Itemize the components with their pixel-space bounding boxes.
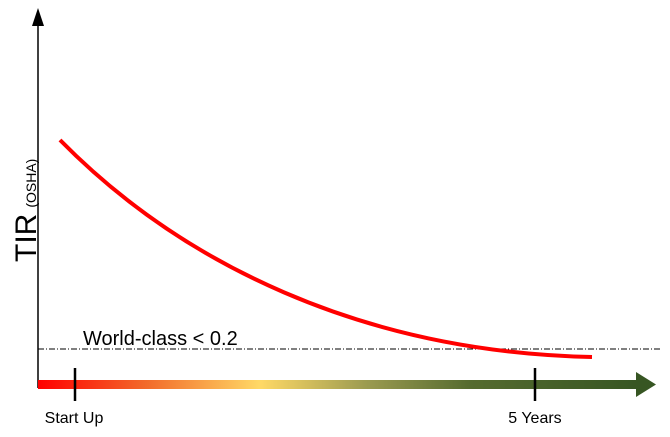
threshold-label: World-class < 0.2 <box>83 328 238 350</box>
y-axis-title: TIR (OSHA) <box>10 159 43 262</box>
y-axis-arrow <box>32 8 44 26</box>
time-axis <box>38 380 638 389</box>
x-label: 5 Years <box>508 410 561 427</box>
y-axis-label: TIR <box>10 214 43 262</box>
x-label: Start Up <box>45 410 104 427</box>
y-axis-unit: (OSHA) <box>23 159 39 208</box>
time-axis-arrow <box>636 372 656 397</box>
tir-curve <box>58 138 593 359</box>
